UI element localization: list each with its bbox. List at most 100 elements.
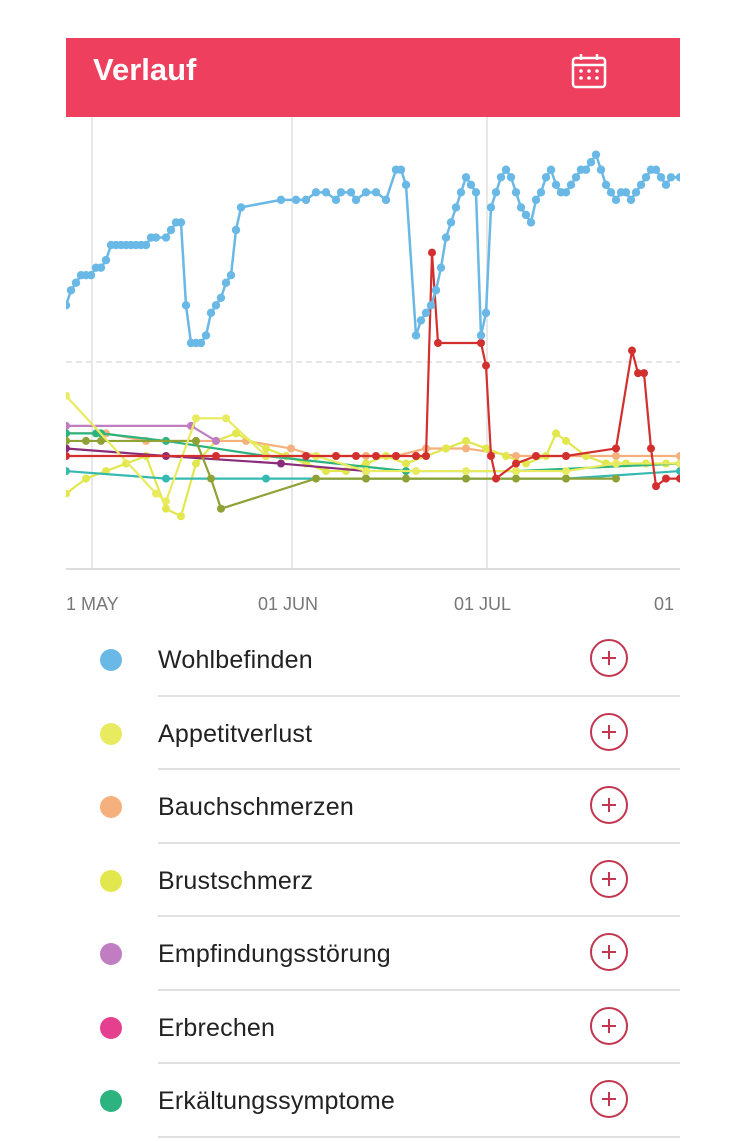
x-tick-label: 01 bbox=[654, 594, 674, 614]
data-point bbox=[276, 195, 286, 205]
data-point bbox=[611, 195, 621, 205]
history-screen: Verlauf bbox=[66, 38, 680, 1141]
data-point bbox=[381, 195, 391, 205]
series-0 bbox=[66, 150, 680, 348]
data-point bbox=[66, 452, 70, 460]
data-point bbox=[612, 459, 620, 468]
data-point bbox=[562, 452, 570, 460]
data-point bbox=[466, 180, 476, 189]
data-point bbox=[206, 308, 216, 318]
legend-color-dot bbox=[100, 796, 122, 818]
data-point bbox=[101, 255, 111, 265]
data-point bbox=[511, 188, 521, 197]
data-point bbox=[612, 452, 620, 460]
data-point bbox=[412, 452, 420, 460]
data-point bbox=[71, 278, 81, 287]
legend-item-label: Appetitverlust bbox=[158, 719, 313, 748]
data-point bbox=[612, 444, 620, 453]
data-point bbox=[676, 452, 680, 460]
symptom-legend-list: Wohlbefinden Appetitverlust Bauchschmerzen… bbox=[66, 623, 680, 1138]
data-point bbox=[122, 459, 130, 468]
data-point bbox=[226, 271, 236, 280]
legend-item[interactable]: Erbrechen bbox=[66, 991, 680, 1064]
add-entry-button[interactable] bbox=[590, 1006, 628, 1045]
legend-item[interactable]: Appetitverlust bbox=[66, 697, 680, 770]
legend-item[interactable]: Wohlbefinden bbox=[66, 623, 680, 697]
data-point bbox=[606, 188, 616, 197]
data-point bbox=[421, 308, 431, 318]
data-point bbox=[526, 218, 536, 227]
legend-item-label: Erbrechen bbox=[158, 1013, 276, 1042]
add-entry-button[interactable] bbox=[590, 786, 628, 824]
legend-color-dot bbox=[100, 649, 122, 671]
data-point bbox=[596, 165, 606, 174]
data-point bbox=[402, 459, 410, 468]
data-point bbox=[361, 188, 371, 197]
data-point bbox=[601, 180, 611, 189]
data-point bbox=[482, 444, 490, 453]
plus-circle-icon bbox=[602, 1092, 616, 1106]
data-point bbox=[491, 188, 501, 197]
add-entry-button[interactable] bbox=[590, 1080, 628, 1118]
data-point bbox=[581, 165, 591, 174]
data-point bbox=[486, 203, 496, 212]
data-point bbox=[162, 474, 170, 483]
data-point bbox=[651, 165, 661, 174]
add-entry-button[interactable] bbox=[590, 859, 628, 898]
data-point bbox=[562, 436, 570, 445]
data-point bbox=[666, 173, 676, 182]
data-point bbox=[396, 165, 406, 174]
legend-item[interactable]: Empfindungsstörung bbox=[66, 917, 680, 991]
legend-color-dot bbox=[100, 1090, 122, 1112]
series-8 bbox=[66, 436, 620, 513]
calendar-button[interactable] bbox=[566, 48, 612, 94]
data-point bbox=[66, 444, 70, 453]
data-point bbox=[451, 203, 461, 212]
add-entry-button[interactable] bbox=[590, 933, 628, 971]
data-point bbox=[352, 452, 360, 460]
data-point bbox=[201, 331, 211, 340]
data-point bbox=[332, 452, 340, 460]
data-point bbox=[552, 429, 560, 438]
data-point bbox=[462, 444, 470, 453]
data-point bbox=[441, 233, 451, 242]
series-7 bbox=[66, 248, 680, 491]
data-point bbox=[287, 444, 295, 453]
data-point bbox=[402, 474, 410, 483]
data-point bbox=[661, 180, 671, 189]
plus-circle-icon bbox=[602, 651, 616, 665]
history-chart[interactable]: 1 MAY 01 JUN 01 JUL 01 bbox=[66, 117, 680, 617]
series-line bbox=[66, 447, 367, 473]
plus-circle-icon bbox=[602, 871, 616, 886]
data-point bbox=[566, 180, 576, 189]
data-point bbox=[211, 301, 221, 310]
data-point bbox=[502, 452, 510, 460]
data-point bbox=[166, 225, 176, 235]
legend-item[interactable]: Brustschmerz bbox=[66, 844, 680, 917]
data-point bbox=[462, 436, 470, 445]
legend-divider bbox=[158, 768, 680, 770]
plus-circle-icon bbox=[602, 945, 616, 959]
legend-item[interactable]: Bauchschmerzen bbox=[66, 770, 680, 844]
plus-circle-icon bbox=[602, 798, 616, 812]
data-point bbox=[162, 504, 170, 513]
data-point bbox=[442, 444, 450, 453]
data-point bbox=[311, 188, 321, 197]
data-point bbox=[492, 474, 500, 483]
data-point bbox=[662, 474, 670, 483]
data-point bbox=[487, 452, 495, 460]
data-point bbox=[66, 286, 76, 295]
data-point bbox=[512, 474, 520, 483]
calendar-icon bbox=[571, 54, 607, 89]
data-point bbox=[631, 188, 641, 197]
data-point bbox=[431, 286, 441, 295]
series-line bbox=[66, 469, 680, 480]
data-point bbox=[351, 195, 361, 205]
add-entry-button[interactable] bbox=[590, 712, 628, 751]
data-point bbox=[66, 489, 70, 498]
legend-item[interactable]: Erkältungssymptome bbox=[66, 1064, 680, 1138]
data-point bbox=[291, 195, 301, 205]
add-entry-button[interactable] bbox=[590, 639, 628, 677]
data-point bbox=[521, 210, 531, 220]
data-point bbox=[656, 173, 666, 182]
